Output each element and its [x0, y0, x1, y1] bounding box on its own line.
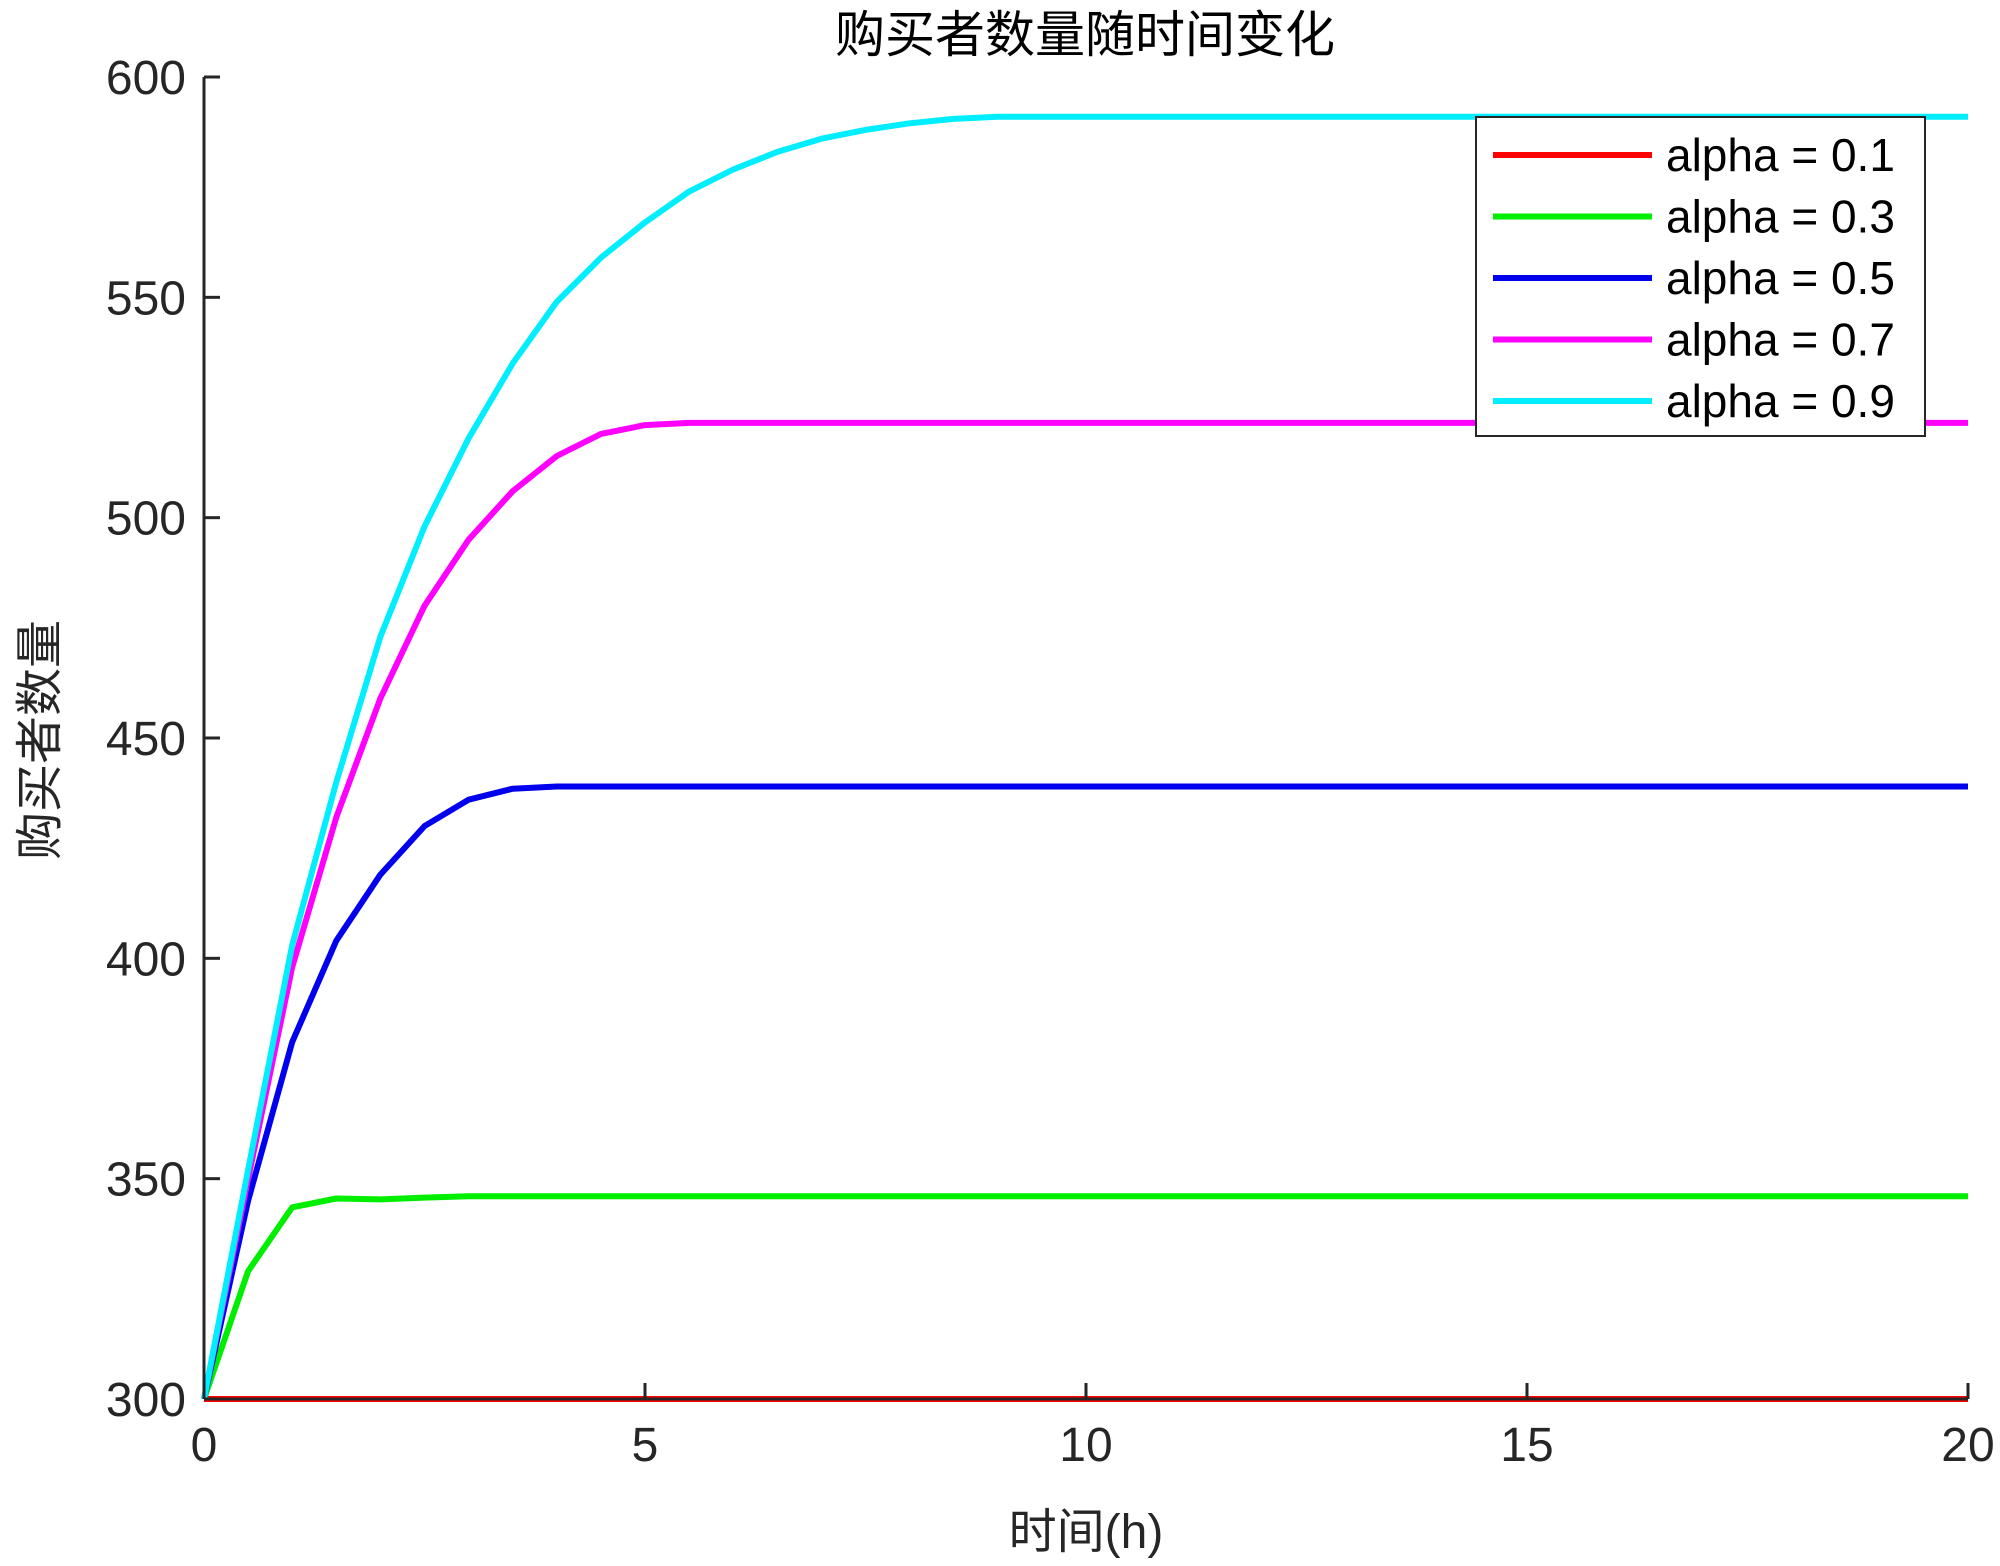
series-line-3	[201, 419, 1968, 1400]
axes: 0 5 10 15 20 300 350 400 450 500 550 600	[106, 52, 1995, 1472]
legend-label: alpha = 0.7	[1666, 314, 1895, 366]
legend-label: alpha = 0.3	[1666, 191, 1895, 243]
x-axis-label: 时间(h)	[1009, 1506, 1164, 1559]
series-line-2	[201, 783, 1968, 1400]
x-tick-label: 20	[1941, 1419, 1994, 1472]
series-line-1	[201, 1193, 1968, 1400]
x-tick-label: 5	[632, 1419, 659, 1472]
x-tick-label: 15	[1500, 1419, 1553, 1472]
y-axis-label: 购买者数量	[14, 620, 67, 860]
legend-label: alpha = 0.9	[1666, 375, 1895, 427]
y-tick-label: 600	[106, 52, 186, 105]
y-tick-label: 550	[106, 272, 186, 325]
y-tick-label: 300	[106, 1374, 186, 1427]
y-tick-label: 500	[106, 493, 186, 546]
legend-label: alpha = 0.1	[1666, 129, 1895, 181]
x-tick-label: 10	[1059, 1419, 1112, 1472]
chart-title: 购买者数量随时间变化	[835, 7, 1335, 63]
legend: alpha = 0.1 alpha = 0.3 alpha = 0.5 alpha =…	[1475, 116, 1926, 437]
legend-label: alpha = 0.5	[1666, 252, 1895, 304]
y-tick-label: 400	[106, 933, 186, 986]
y-tick-label: 450	[106, 713, 186, 766]
x-tick-label: 0	[191, 1419, 218, 1472]
y-tick-label: 350	[106, 1154, 186, 1207]
